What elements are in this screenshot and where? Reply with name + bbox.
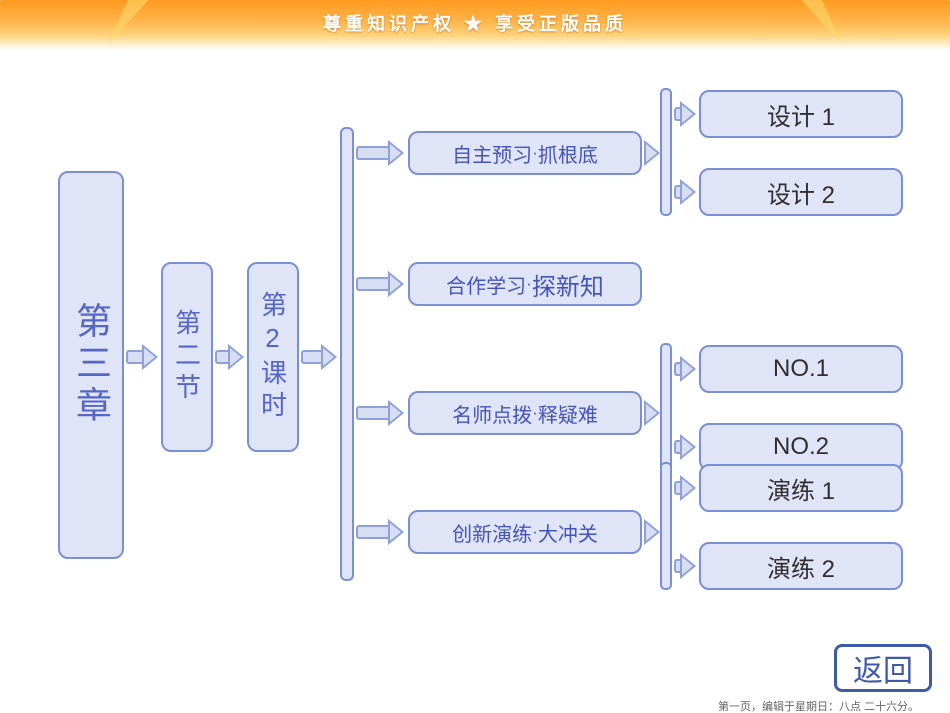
branch-label-a: 创新演练 bbox=[452, 518, 532, 547]
branch-label-a: 名师点拨 bbox=[452, 399, 532, 428]
leaf-node[interactable]: NO.1 bbox=[699, 345, 903, 393]
section-node[interactable]: 第二节 bbox=[161, 262, 213, 452]
distributor-bar bbox=[340, 127, 354, 581]
page-footnote: 第一页，编辑于星期日：八点 二十六分。 bbox=[718, 698, 919, 713]
banner-title: 尊重知识产权 ★ 享受正版品质 bbox=[0, 10, 950, 36]
branch-label-b: 抓根底 bbox=[538, 139, 598, 168]
leaf-distributor-bar bbox=[660, 88, 672, 216]
branch-node[interactable]: 合作学习 · 探新知 bbox=[408, 262, 642, 306]
return-label: 返回 bbox=[853, 646, 913, 690]
return-button[interactable]: 返回 bbox=[834, 644, 932, 692]
leaf-node[interactable]: 设计 1 bbox=[699, 90, 903, 138]
branch-label-b: 探新知 bbox=[532, 267, 604, 302]
leaf-distributor-bar bbox=[660, 462, 672, 590]
lesson-node[interactable]: 第2课时 bbox=[247, 262, 299, 452]
leaf-node[interactable]: 演练 2 bbox=[699, 542, 903, 590]
branch-node[interactable]: 名师点拨 · 释疑难 bbox=[408, 391, 642, 435]
branch-node[interactable]: 创新演练 · 大冲关 bbox=[408, 510, 642, 554]
leaf-distributor-bar bbox=[660, 343, 672, 471]
chapter-node[interactable]: 第三章 bbox=[58, 171, 124, 559]
leaf-node[interactable]: 设计 2 bbox=[699, 168, 903, 216]
branch-label-b: 大冲关 bbox=[538, 518, 598, 547]
branch-label-a: 自主预习 bbox=[452, 139, 532, 168]
top-banner: 尊重知识产权 ★ 享受正版品质 bbox=[0, 0, 950, 50]
leaf-node[interactable]: 演练 1 bbox=[699, 464, 903, 512]
branch-label-b: 释疑难 bbox=[538, 399, 598, 428]
branch-label-a: 合作学习 bbox=[446, 270, 526, 299]
branch-node[interactable]: 自主预习 · 抓根底 bbox=[408, 131, 642, 175]
